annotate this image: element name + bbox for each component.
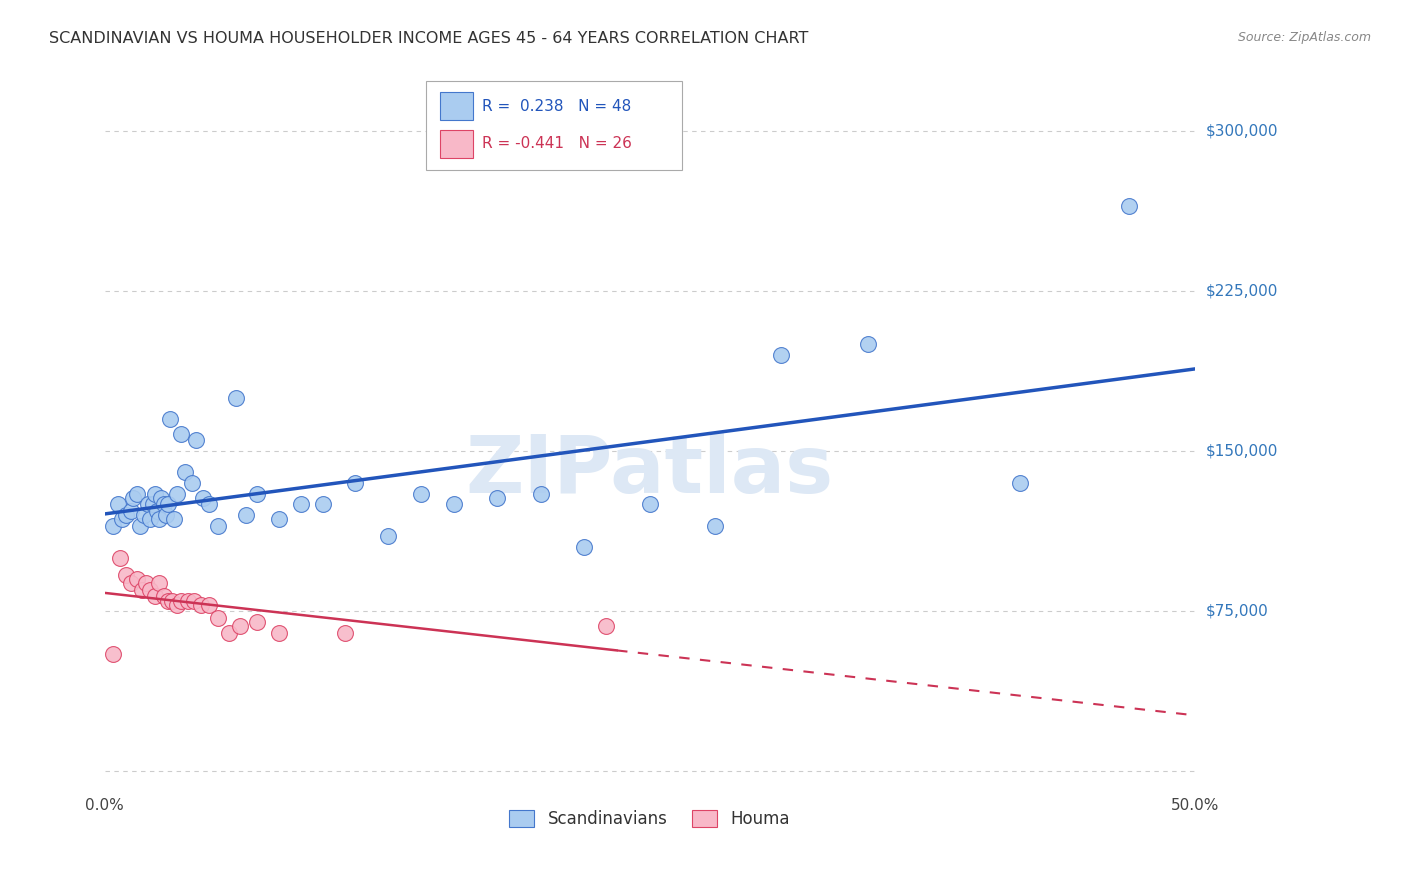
Point bbox=[246, 487, 269, 501]
Point bbox=[143, 487, 166, 501]
Point bbox=[207, 518, 229, 533]
Point bbox=[269, 512, 291, 526]
Point bbox=[103, 518, 125, 533]
Point bbox=[139, 582, 162, 597]
Point bbox=[162, 593, 184, 607]
Point bbox=[107, 498, 129, 512]
Point bbox=[152, 498, 174, 512]
Point bbox=[103, 647, 125, 661]
Point bbox=[246, 615, 269, 629]
Point bbox=[704, 518, 727, 533]
Point bbox=[139, 512, 162, 526]
Point bbox=[176, 593, 198, 607]
Point bbox=[142, 498, 165, 512]
Point bbox=[132, 508, 155, 522]
Point bbox=[235, 508, 257, 522]
Point bbox=[170, 593, 193, 607]
Text: R =  0.238   N = 48: R = 0.238 N = 48 bbox=[482, 98, 631, 113]
Point bbox=[111, 512, 134, 526]
Point bbox=[120, 504, 142, 518]
Point bbox=[218, 625, 240, 640]
Point bbox=[344, 476, 367, 491]
Text: $75,000: $75,000 bbox=[1206, 604, 1268, 619]
Point bbox=[166, 598, 188, 612]
Point bbox=[163, 512, 186, 526]
Point bbox=[155, 508, 177, 522]
Point bbox=[143, 589, 166, 603]
Point bbox=[156, 498, 179, 512]
Point bbox=[224, 391, 246, 405]
Text: ZIPatlas: ZIPatlas bbox=[465, 432, 834, 510]
FancyBboxPatch shape bbox=[426, 81, 682, 170]
Point bbox=[135, 576, 157, 591]
Point bbox=[122, 491, 145, 505]
Point bbox=[198, 598, 221, 612]
Point bbox=[136, 498, 159, 512]
Point bbox=[190, 598, 212, 612]
Point bbox=[207, 610, 229, 624]
FancyBboxPatch shape bbox=[440, 92, 474, 120]
Point bbox=[574, 540, 596, 554]
Point bbox=[269, 625, 291, 640]
Point bbox=[159, 412, 181, 426]
Point bbox=[127, 487, 149, 501]
Text: Source: ZipAtlas.com: Source: ZipAtlas.com bbox=[1237, 31, 1371, 45]
Point bbox=[312, 498, 335, 512]
Point bbox=[1010, 476, 1032, 491]
Point bbox=[191, 491, 214, 505]
Point bbox=[595, 619, 617, 633]
Point bbox=[486, 491, 509, 505]
Text: $225,000: $225,000 bbox=[1206, 284, 1278, 299]
Point bbox=[108, 550, 131, 565]
Point bbox=[1118, 198, 1140, 212]
Point bbox=[638, 498, 661, 512]
Legend: Scandinavians, Houma: Scandinavians, Houma bbox=[502, 803, 797, 834]
Point bbox=[120, 576, 142, 591]
Text: $150,000: $150,000 bbox=[1206, 443, 1278, 458]
Point bbox=[170, 427, 193, 442]
Text: R = -0.441   N = 26: R = -0.441 N = 26 bbox=[482, 136, 631, 152]
Point bbox=[174, 466, 197, 480]
Point bbox=[198, 498, 221, 512]
Point bbox=[146, 504, 169, 518]
Point bbox=[128, 518, 150, 533]
Point bbox=[148, 576, 170, 591]
Point bbox=[290, 498, 312, 512]
Point bbox=[443, 498, 465, 512]
Point bbox=[166, 487, 188, 501]
Point bbox=[115, 508, 138, 522]
Point bbox=[333, 625, 356, 640]
Point bbox=[115, 567, 138, 582]
Point bbox=[530, 487, 553, 501]
Point bbox=[377, 529, 399, 543]
Point bbox=[409, 487, 432, 501]
Point bbox=[856, 337, 879, 351]
Text: SCANDINAVIAN VS HOUMA HOUSEHOLDER INCOME AGES 45 - 64 YEARS CORRELATION CHART: SCANDINAVIAN VS HOUMA HOUSEHOLDER INCOME… bbox=[49, 31, 808, 46]
Text: $300,000: $300,000 bbox=[1206, 123, 1278, 138]
Point bbox=[148, 512, 170, 526]
Point bbox=[769, 348, 792, 362]
Point bbox=[156, 593, 179, 607]
Point bbox=[131, 582, 153, 597]
Point bbox=[150, 491, 173, 505]
Point bbox=[152, 589, 174, 603]
Point bbox=[186, 434, 208, 448]
Point bbox=[183, 593, 205, 607]
Point bbox=[180, 476, 202, 491]
Point bbox=[229, 619, 252, 633]
Point bbox=[127, 572, 149, 586]
FancyBboxPatch shape bbox=[440, 129, 474, 158]
